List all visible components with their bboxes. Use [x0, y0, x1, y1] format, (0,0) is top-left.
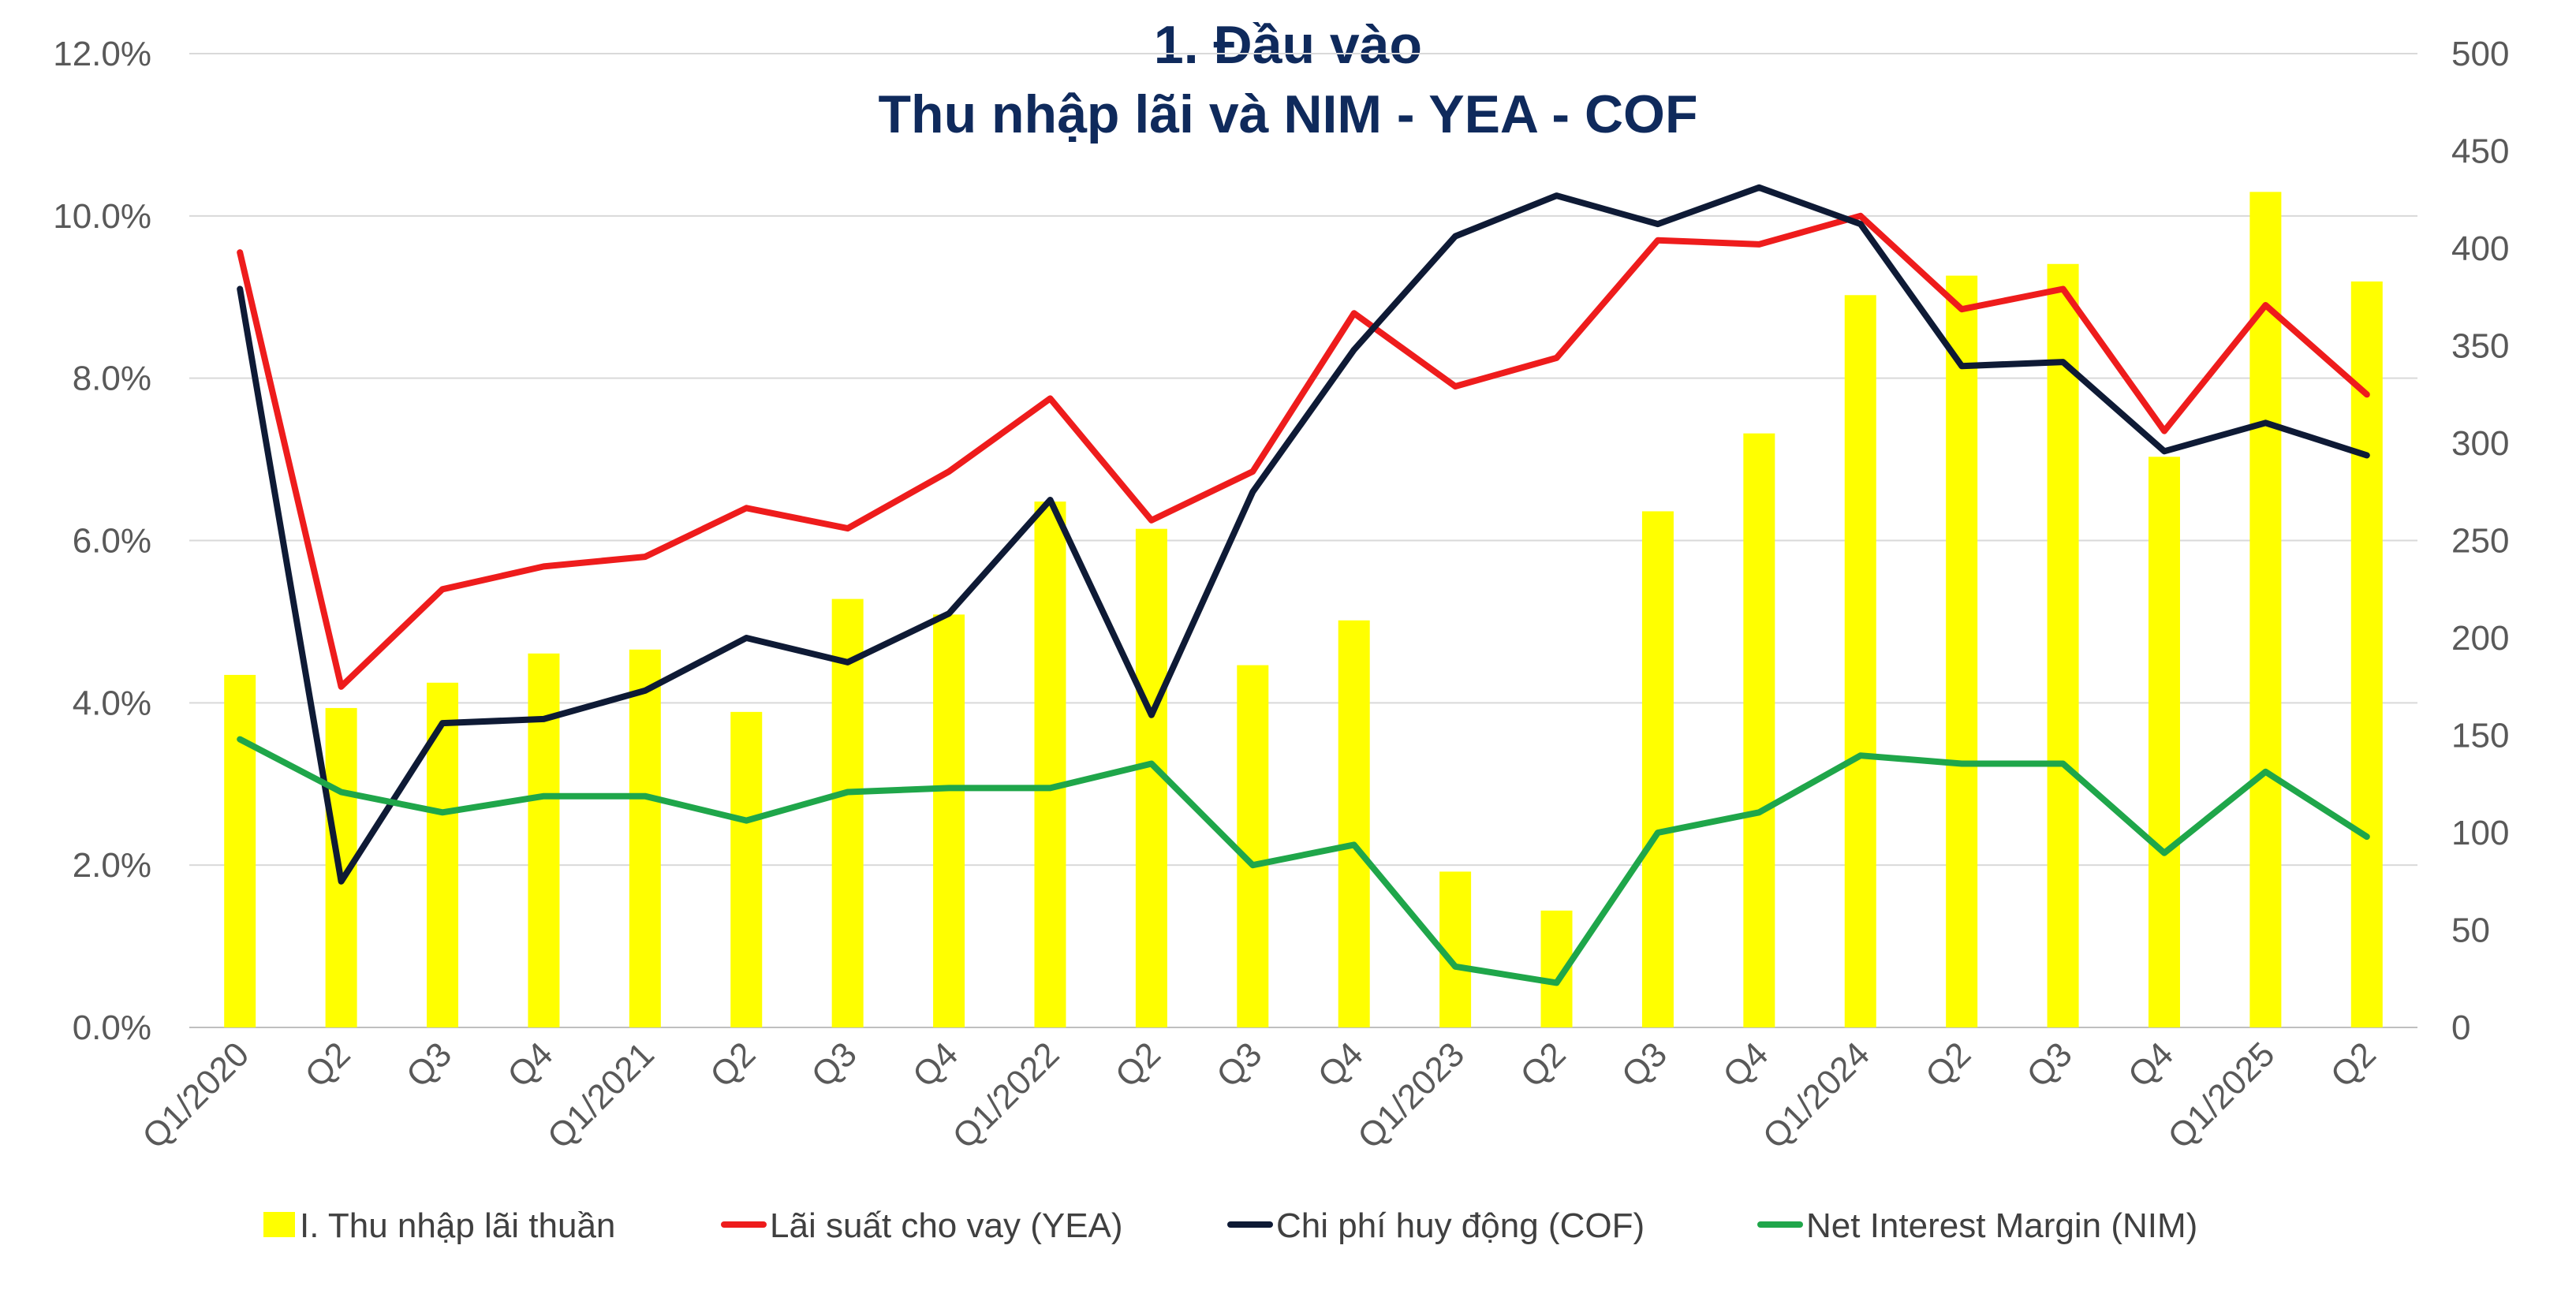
legend: I. Thu nhập lãi thuần Lãi suất cho vay (Y… — [263, 1206, 2197, 1245]
bar — [933, 614, 965, 1027]
bar — [730, 711, 763, 1027]
bar — [2047, 263, 2079, 1027]
bar — [528, 653, 560, 1027]
right-axis-tick-label: 0 — [2451, 1009, 2470, 1047]
bar — [1338, 620, 1370, 1027]
left-axis-tick-label: 2.0% — [73, 846, 151, 885]
right-axis-tick-label: 450 — [2451, 132, 2509, 171]
legend-label: Net Interest Margin (NIM) — [1806, 1206, 2197, 1245]
series-line — [237, 212, 2370, 690]
right-axis-tick-label: 250 — [2451, 522, 2509, 561]
series-line — [237, 184, 2370, 885]
legend-label: Chi phí huy động (COF) — [1276, 1206, 1645, 1245]
legend-label: I. Thu nhập lãi thuần — [300, 1206, 615, 1245]
bar — [831, 598, 864, 1027]
left-axis-tick-label: 10.0% — [53, 197, 151, 236]
chart-subtitle: Thu nhập lãi và NIM - YEA - COF — [879, 84, 1698, 144]
bar — [2148, 457, 2180, 1027]
gridlines — [189, 53, 2417, 1028]
right-axis-tick-label: 150 — [2451, 717, 2509, 755]
bar — [1743, 433, 1775, 1027]
right-axis-tick-label: 300 — [2451, 424, 2509, 463]
series-line — [237, 736, 2370, 986]
right-axis-tick-label: 400 — [2451, 229, 2509, 268]
bars-net-interest-income — [224, 192, 2383, 1028]
left-axis: 0.0% 2.0% 4.0% 6.0% 8.0% 10.0% 12.0% — [53, 35, 151, 1047]
bar — [1641, 511, 1674, 1027]
bar — [1946, 275, 1978, 1028]
left-axis-tick-label: 12.0% — [53, 35, 151, 73]
bar — [1034, 501, 1066, 1027]
left-axis-tick-label: 8.0% — [73, 360, 151, 398]
bar — [427, 682, 459, 1027]
legend-label: Lãi suất cho vay (YEA) — [770, 1206, 1123, 1245]
right-axis-tick-label: 350 — [2451, 327, 2509, 366]
left-axis-tick-label: 4.0% — [73, 684, 151, 722]
bar — [2350, 281, 2383, 1027]
bar — [1844, 295, 1876, 1027]
chart-title: 1. Đầu vào — [1154, 15, 1422, 75]
right-axis-tick-label: 100 — [2451, 814, 2509, 852]
left-axis-tick-label: 6.0% — [73, 522, 151, 561]
legend-swatch — [263, 1212, 295, 1237]
lines — [237, 184, 2370, 986]
left-axis-tick-label: 0.0% — [73, 1009, 151, 1047]
right-axis: 0 50 100 150 200 250 300 350 400 450 500 — [2451, 35, 2509, 1047]
right-axis-tick-label: 500 — [2451, 35, 2509, 73]
bar — [2249, 192, 2282, 1027]
bar — [629, 649, 661, 1027]
right-axis-tick-label: 200 — [2451, 619, 2509, 658]
bar — [224, 674, 256, 1027]
right-axis-tick-label: 50 — [2451, 912, 2490, 950]
bar — [1237, 665, 1269, 1027]
